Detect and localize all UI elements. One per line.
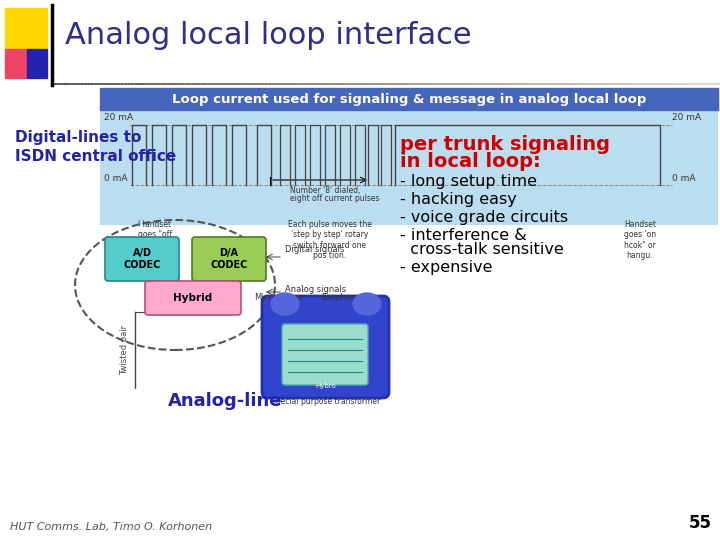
- Text: Microphone: Microphone: [254, 293, 304, 302]
- Text: HUT Comms. Lab, Timo O. Korhonen: HUT Comms. Lab, Timo O. Korhonen: [10, 522, 212, 532]
- Text: Special purpose transformer: Special purpose transformer: [271, 397, 381, 406]
- Text: Each pulse moves the
'step by step' rotary
switch forward one
pos tion.: Each pulse moves the 'step by step' rota…: [288, 220, 372, 260]
- Text: Digital-lines to
ISDN central office: Digital-lines to ISDN central office: [15, 130, 176, 164]
- Text: Loop current used for signaling & message in analog local loop: Loop current used for signaling & messag…: [172, 92, 646, 105]
- Text: Analog signals: Analog signals: [285, 286, 346, 294]
- Bar: [27, 49, 47, 78]
- Text: Analog local loop interface: Analog local loop interface: [65, 21, 472, 50]
- Bar: [5, 8, 47, 50]
- Text: 20 mA: 20 mA: [672, 113, 701, 122]
- FancyBboxPatch shape: [105, 237, 179, 281]
- Text: 0 mA: 0 mA: [104, 174, 127, 183]
- Text: Handset
goes 'on
hcok" or
hangu.: Handset goes 'on hcok" or hangu.: [624, 220, 656, 260]
- FancyBboxPatch shape: [262, 296, 389, 398]
- Text: Twisted pair: Twisted pair: [120, 325, 130, 375]
- Text: Earphone: Earphone: [322, 293, 362, 302]
- Bar: [100, 110, 718, 225]
- Text: in local loop:: in local loop:: [400, 152, 541, 171]
- Text: eight off current pulses: eight off current pulses: [290, 194, 379, 203]
- Text: cross-talk sensitive: cross-talk sensitive: [400, 242, 564, 257]
- Ellipse shape: [271, 293, 299, 315]
- Text: - hacking easy: - hacking easy: [400, 192, 517, 207]
- Text: Hybrid: Hybrid: [174, 293, 212, 303]
- Text: A/D
CODEC: A/D CODEC: [123, 248, 161, 270]
- FancyBboxPatch shape: [282, 324, 368, 385]
- Bar: [100, 390, 350, 412]
- Text: Hybro: Hybro: [315, 383, 336, 389]
- Text: Digital signals: Digital signals: [285, 246, 344, 254]
- Text: - voice grade circuits: - voice grade circuits: [400, 210, 568, 225]
- Ellipse shape: [353, 293, 381, 315]
- FancyBboxPatch shape: [145, 281, 241, 315]
- Text: 20 mA: 20 mA: [104, 113, 133, 122]
- Text: Analog-line: Analog-line: [168, 392, 282, 410]
- Text: 0 mA: 0 mA: [672, 174, 696, 183]
- Bar: [100, 88, 718, 110]
- Text: I landset
goes "off
hook': I landset goes "off hook': [138, 220, 172, 250]
- Text: - interference &: - interference &: [400, 228, 527, 243]
- FancyBboxPatch shape: [192, 237, 266, 281]
- Text: Number '8' dialed,: Number '8' dialed,: [290, 186, 361, 195]
- Text: per trunk signaling: per trunk signaling: [400, 135, 610, 154]
- Bar: [5, 49, 27, 78]
- Text: - long setup time: - long setup time: [400, 174, 537, 189]
- Text: D/A
CODEC: D/A CODEC: [210, 248, 248, 270]
- Text: - expensive: - expensive: [400, 260, 492, 275]
- Text: 55: 55: [689, 514, 712, 532]
